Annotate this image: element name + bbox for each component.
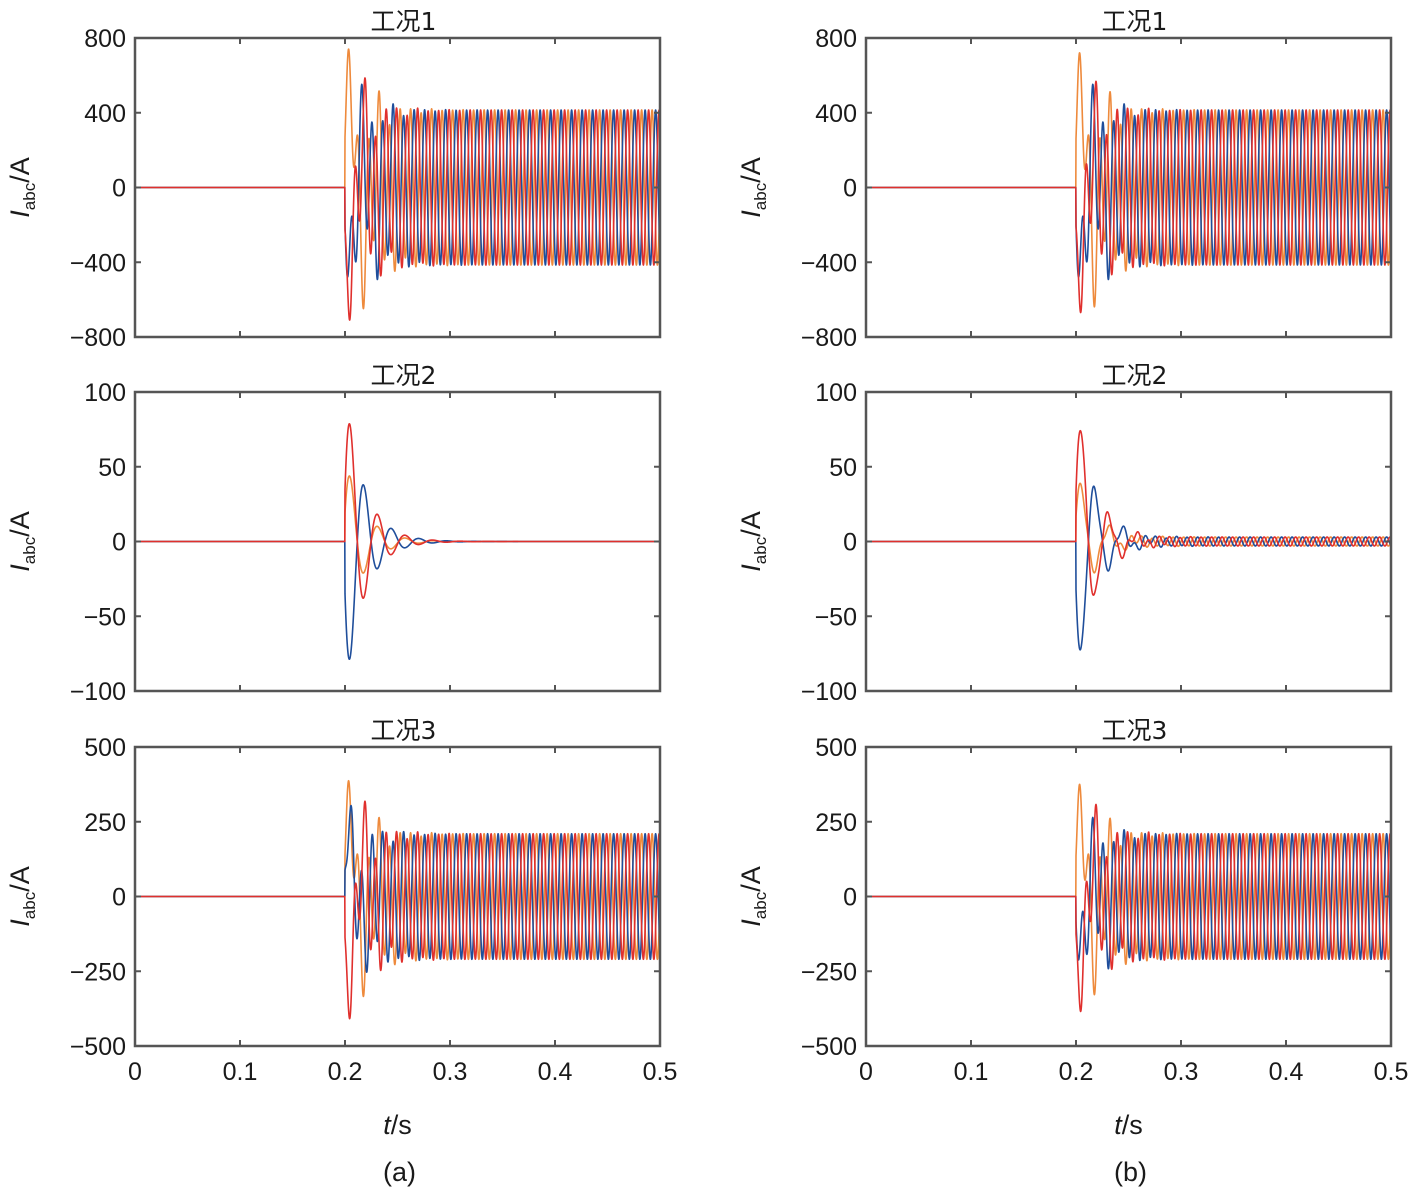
y-tick-label: 400 [84, 100, 126, 128]
x-axis-label: t/s [383, 1110, 412, 1140]
subplot-title: 工况1 [371, 7, 437, 36]
x-tick-label: 0 [859, 1058, 873, 1086]
subplot-1: −800 −400 0 400 800 工况1 Iabc/A [5, 7, 662, 352]
y-tick-label: −250 [70, 958, 126, 986]
y-axis-label: Iabc/A [5, 866, 39, 926]
y-tick-label: −50 [815, 603, 857, 631]
x-tick-label: 0 [128, 1058, 142, 1086]
series-red-line [135, 422, 660, 599]
panel-label: (a) [383, 1157, 416, 1187]
y-tick-label: 100 [815, 379, 857, 407]
y-tick-label: 100 [84, 379, 126, 407]
x-tick-label: 0.3 [1164, 1058, 1199, 1086]
y-tick-label: 50 [98, 454, 126, 482]
y-axis-label: Iabc/A [5, 511, 39, 571]
y-tick-label: −100 [801, 678, 857, 706]
series-orange-line [135, 48, 660, 310]
x-tick-label: 0.2 [328, 1058, 363, 1086]
series-red-line [135, 77, 660, 321]
subplot-4: −800 −400 0 400 800 工况1 Iabc/A [736, 7, 1393, 352]
y-tick-label: −500 [801, 1033, 857, 1061]
x-tick-label: 0.4 [1269, 1058, 1304, 1086]
y-tick-label: −250 [801, 958, 857, 986]
x-tick-label: 0.1 [223, 1058, 258, 1086]
y-tick-label: −400 [801, 249, 857, 277]
series-red-line [866, 803, 1391, 1013]
subplot-title: 工况1 [1102, 7, 1168, 36]
y-tick-label: 250 [84, 809, 126, 837]
subplot-title: 工况2 [1102, 361, 1168, 390]
y-tick-label: 0 [112, 884, 126, 912]
series-orange-line [866, 482, 1391, 574]
series-blue-line [866, 485, 1391, 651]
x-tick-label: 0.1 [954, 1058, 989, 1086]
y-tick-label: −50 [84, 603, 126, 631]
y-tick-label: 0 [112, 529, 126, 557]
y-tick-label: 500 [815, 734, 857, 762]
subplot-2: −100 −50 0 50 100 工况2 Iabc/A [5, 361, 662, 706]
x-tick-label: 0.5 [643, 1058, 678, 1086]
y-tick-label: 250 [815, 809, 857, 837]
y-tick-label: 800 [84, 25, 126, 53]
y-axis-label: Iabc/A [5, 157, 39, 217]
y-tick-label: 400 [815, 100, 857, 128]
y-tick-label: 0 [843, 884, 857, 912]
y-tick-label: 0 [843, 529, 857, 557]
series-red-line [135, 800, 660, 1020]
y-tick-label: 50 [829, 454, 857, 482]
series-red-line [866, 429, 1391, 596]
subplot-6: −500 −250 0 250 500 0 0.1 0.2 0.3 0.4 0.5 工况3 Iabc/A [736, 716, 1408, 1086]
panel-label: (b) [1114, 1157, 1147, 1187]
subplot-title: 工况2 [371, 361, 437, 390]
series-orange-line [135, 779, 660, 998]
series-red-line [866, 80, 1391, 314]
y-tick-label: 500 [84, 734, 126, 762]
y-tick-label: −100 [70, 678, 126, 706]
y-tick-label: 0 [112, 175, 126, 203]
subplot-title: 工况3 [371, 716, 437, 745]
y-tick-label: −800 [70, 324, 126, 352]
y-tick-label: 800 [815, 25, 857, 53]
subplot-3: −500 −250 0 250 500 0 0.1 0.2 0.3 0.4 0.5 工况3 Iabc/A [5, 716, 677, 1086]
y-tick-label: −400 [70, 249, 126, 277]
y-tick-label: 0 [843, 175, 857, 203]
y-tick-label: −800 [801, 324, 857, 352]
x-tick-label: 0.5 [1374, 1058, 1409, 1086]
series-orange-line [866, 52, 1391, 308]
y-axis-label: Iabc/A [736, 866, 770, 926]
y-tick-label: −500 [70, 1033, 126, 1061]
subplot-5: −100 −50 0 50 100 工况2 Iabc/A [736, 361, 1393, 706]
x-axis-label: t/s [1114, 1110, 1143, 1140]
y-axis-label: Iabc/A [736, 511, 770, 571]
x-tick-label: 0.2 [1059, 1058, 1094, 1086]
x-tick-label: 0.3 [433, 1058, 468, 1086]
y-axis-label: Iabc/A [736, 157, 770, 217]
x-tick-label: 0.4 [538, 1058, 573, 1086]
series-orange-line [135, 475, 660, 574]
series-blue-line [135, 484, 660, 661]
series-orange-line [866, 783, 1391, 996]
subplot-title: 工况3 [1102, 716, 1168, 745]
